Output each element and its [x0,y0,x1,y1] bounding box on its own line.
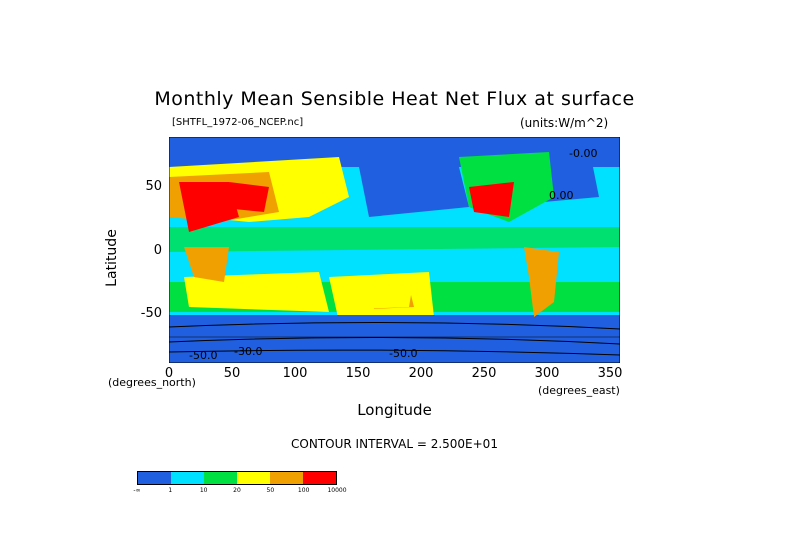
australia-land [349,277,414,309]
contour-label: -50.0 [389,347,417,360]
contour-interval: CONTOUR INTERVAL = 2.500E+01 [291,437,498,451]
middle-east-red [229,182,269,212]
y-axis-label: Latitude [104,229,120,287]
contour-label: -50.0 [189,349,217,362]
x-tick-label: 350 [597,366,623,381]
colorbar-swatch [270,472,303,484]
chart-title: Monthly Mean Sensible Heat Net Flux at s… [154,88,635,110]
contour-label: -30.0 [234,345,262,358]
x-tick-label: 200 [408,366,434,381]
x-axis-label: Longitude [357,401,432,419]
south-america-land [524,247,559,317]
contour-label: -0.00 [569,147,597,160]
x-tick-label: 100 [282,366,308,381]
contour-line [169,349,620,356]
y-tick-label: 0 [153,243,162,258]
contour-line [169,336,620,345]
colorbar-label: -∞ [133,487,141,494]
units-label: (units:W/m^2) [520,116,609,130]
colorbar-swatch [204,472,237,484]
file-label: [SHTFL_1972-06_NCEP.nc] [172,117,304,128]
sahara-red [179,182,239,232]
contour-line [169,321,620,330]
colorbar-label: 10 [199,487,208,494]
southern-africa [184,247,229,282]
y-unit-note: (degrees_north) [108,376,196,389]
x-tick-label: 0 [164,366,174,381]
x-tick-label: 150 [345,366,371,381]
colorbar-swatch [303,472,336,484]
contour-label: 0.00 [549,189,574,202]
colorbar-swatch [237,472,270,484]
north-america-red [469,182,514,217]
map-svg: -50.0 -30.0 -50.0 0.00 -0.00 [169,137,620,363]
colorbar-swatch [138,472,171,484]
y-tick-label: 50 [145,179,162,194]
tropical-green-band [169,227,620,252]
indian-ocean-yellow [184,272,329,312]
x-tick-label: 50 [223,366,241,381]
y-tick-label: -50 [140,306,162,321]
x-tick-label: 250 [471,366,497,381]
colorbar-label: 50 [266,487,275,494]
colorbar-label: 10000 [327,487,347,494]
x-tick-label: 300 [534,366,560,381]
north-atlantic-patch [539,147,599,202]
north-pacific-patch [359,167,469,217]
colorbar-swatch [171,472,204,484]
flux-map: -50.0 -30.0 -50.0 0.00 -0.00 [169,137,620,363]
colorbar-label: 100 [297,487,310,494]
colorbar-labels: -∞ 1 10 20 50 100 10000 [133,487,346,497]
x-unit-note: (degrees_east) [538,384,620,397]
colorbar-label: 1 [168,487,173,494]
colorbar [137,471,337,485]
colorbar-label: 20 [233,487,241,494]
